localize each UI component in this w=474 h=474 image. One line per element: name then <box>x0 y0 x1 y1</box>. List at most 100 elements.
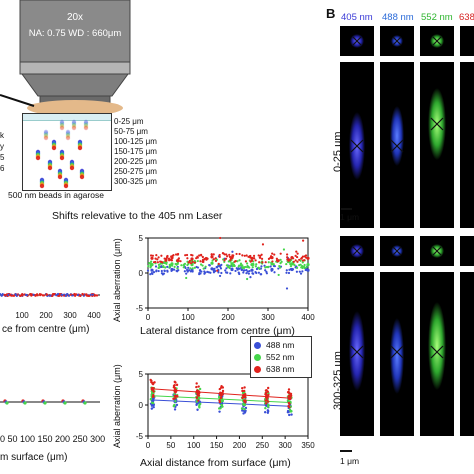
scatter-point <box>152 405 155 409</box>
fragment-k: k <box>0 131 4 140</box>
scatter-point <box>279 252 282 255</box>
scatter-point <box>294 254 297 257</box>
scatter-point <box>285 271 288 274</box>
scatter-point <box>242 271 245 274</box>
scatter-point <box>266 386 270 390</box>
scatter-point <box>218 255 221 258</box>
data-point <box>306 263 310 267</box>
scatter-point <box>254 259 257 262</box>
bead <box>79 168 85 180</box>
scatter-point <box>60 293 63 296</box>
scatter-point <box>3 294 6 297</box>
scatter-point <box>237 267 240 270</box>
scatter-point <box>195 385 198 389</box>
scatter-point <box>89 293 92 296</box>
scatter-point <box>242 269 245 272</box>
scatter-point <box>301 261 304 264</box>
scatter-point <box>19 294 22 297</box>
scatter-point <box>199 253 203 256</box>
scatter-point <box>58 292 61 296</box>
scatter-point <box>238 272 241 276</box>
scatter-point <box>161 261 164 264</box>
scatter-point <box>263 410 267 414</box>
scatter-point <box>193 259 196 262</box>
scatter-point <box>159 262 162 265</box>
data-point <box>210 261 214 265</box>
scatter-point <box>227 260 230 263</box>
bead <box>63 177 69 189</box>
scatter-point <box>198 387 202 391</box>
data-point <box>170 267 174 272</box>
scatter-point <box>177 257 181 260</box>
scatter-point <box>267 400 270 403</box>
scatter-point <box>202 267 205 270</box>
scatter-point <box>163 269 166 272</box>
scatter-point <box>220 271 223 275</box>
scatter-point <box>173 408 177 411</box>
data-point <box>170 256 174 260</box>
scatter-point <box>5 401 9 405</box>
scatter-point <box>189 267 192 270</box>
x-tick-label: 300 <box>63 311 77 320</box>
scatter-point <box>166 270 169 273</box>
scatter-point <box>295 266 299 269</box>
scatter-point <box>184 254 187 257</box>
x-tick-label: 200 <box>233 441 247 450</box>
scatter-point <box>151 382 154 385</box>
scatter-point <box>242 412 245 415</box>
scatter-point <box>221 389 225 393</box>
lateral-left-plot: 100 200 300 400 ce from centre (μm) <box>0 292 101 335</box>
scatter-point <box>293 264 296 267</box>
data-point <box>290 256 294 260</box>
data-point <box>287 396 292 401</box>
scatter-point <box>10 294 14 297</box>
x-tick-label: 400 <box>301 313 315 322</box>
scatter-point <box>173 404 176 407</box>
axial-right-xlabel: Axial distance from surface (μm) <box>140 457 291 469</box>
scatter-point <box>219 236 222 240</box>
scatter-point <box>288 406 291 409</box>
scatter-point <box>200 270 203 273</box>
data-point <box>150 386 155 391</box>
scatter-point <box>212 253 215 256</box>
x-tick-label: 400 <box>87 311 101 320</box>
data-point <box>306 268 310 272</box>
scatter-point <box>28 293 32 296</box>
scatter-point <box>292 260 295 263</box>
scatter-point <box>173 386 177 390</box>
scatter-point <box>197 385 200 388</box>
scatter-point <box>245 268 248 272</box>
scatter-point <box>195 396 199 399</box>
scatter-point <box>225 264 228 267</box>
row2-tall-images <box>340 272 474 436</box>
scatter-point <box>176 252 180 256</box>
fragment-5: 5 <box>0 153 5 162</box>
scatter-point <box>248 266 251 269</box>
scatter-point <box>203 257 206 260</box>
data-point <box>250 263 254 267</box>
scatter-point <box>241 266 244 269</box>
scatter-point <box>0 292 2 296</box>
scatter-point <box>255 271 258 275</box>
bead <box>83 119 89 131</box>
scatter-point <box>218 274 222 278</box>
legend-item-552: 552 nm <box>254 351 308 363</box>
scatter-point <box>238 259 241 262</box>
axial-right-plot: Axial aberration (μm) 50-5 0 50 100 150 200 2… <box>112 364 315 469</box>
scatter-point <box>224 257 228 260</box>
scatter-point <box>170 259 173 262</box>
scatter-point <box>285 287 289 290</box>
scatter-point <box>279 261 282 265</box>
scatter-point <box>81 292 84 296</box>
scatter-point <box>214 259 218 263</box>
scatter-point <box>296 260 299 263</box>
scatter-point <box>75 293 78 296</box>
scatter-point <box>173 265 176 268</box>
data-point <box>250 268 254 272</box>
y-tick-label: -5 <box>136 432 144 441</box>
scatter-point <box>269 265 272 268</box>
scatter-point <box>7 293 10 296</box>
scatter-point <box>182 266 185 269</box>
scatter-point <box>277 267 280 270</box>
scatter-point <box>298 258 301 261</box>
